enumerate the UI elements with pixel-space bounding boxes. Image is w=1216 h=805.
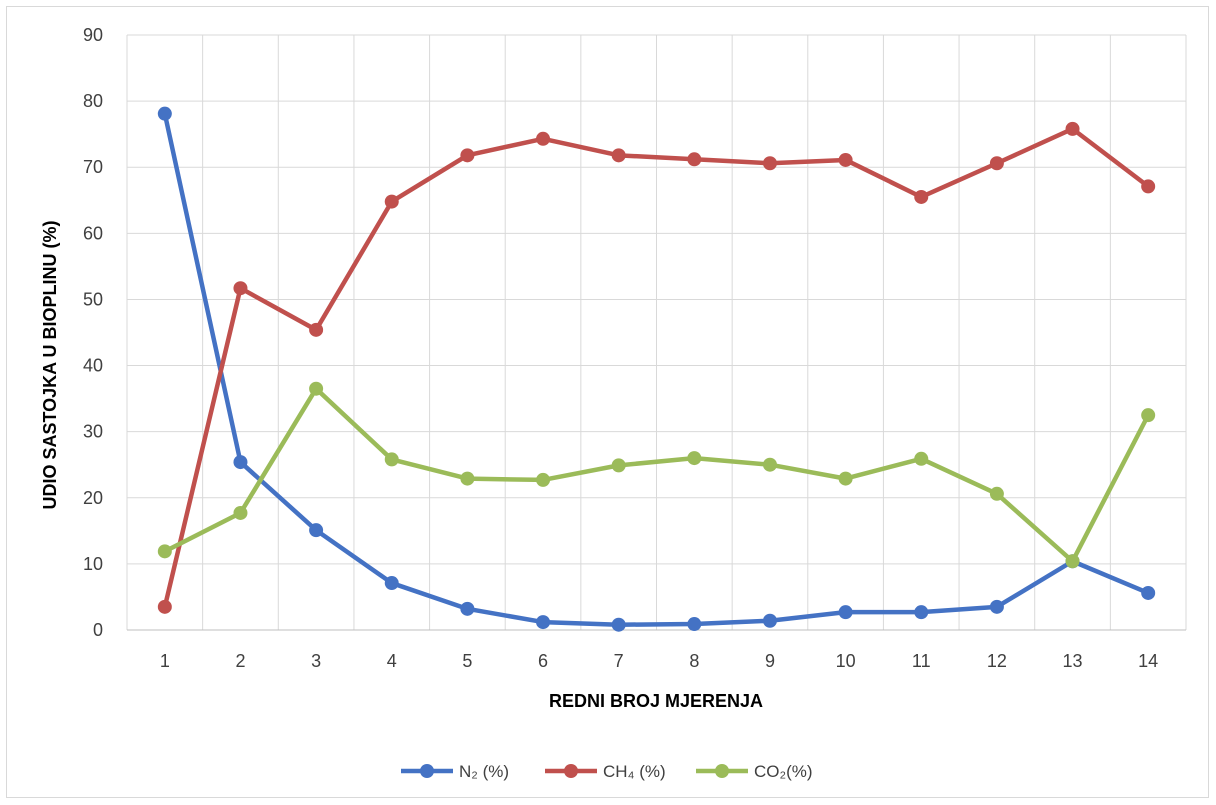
y-tick-label: 80: [83, 91, 103, 111]
y-axis-ticks: 0 10 20 30 40 50 60 70 80 90: [83, 25, 103, 640]
legend-swatch-marker: [564, 764, 578, 778]
series-0: [157, 106, 1156, 632]
x-tick-label: 6: [538, 651, 548, 671]
x-tick-label: 12: [987, 651, 1007, 671]
legend-item: CH₄ (%): [545, 762, 666, 781]
x-tick-label: 11: [912, 651, 931, 671]
data-point: [838, 605, 853, 620]
series-1: [157, 121, 1156, 614]
data-point: [838, 152, 853, 167]
data-point: [157, 599, 172, 614]
data-point: [762, 613, 777, 628]
data-point: [309, 381, 324, 396]
data-point: [157, 544, 172, 559]
data-point: [384, 576, 399, 591]
data-point: [460, 601, 475, 616]
data-point: [536, 472, 551, 487]
data-point: [1141, 585, 1156, 600]
x-axis-ticks: 1 2 3 4 5 6 7 8 9 10 11 12 13 14: [160, 651, 1158, 671]
data-point: [233, 505, 248, 520]
data-point: [914, 451, 929, 466]
data-point: [1141, 179, 1156, 194]
series-line: [162, 126, 1151, 610]
data-point: [1141, 408, 1156, 423]
y-tick-label: 40: [83, 356, 103, 376]
data-point: [1065, 554, 1080, 569]
data-point: [838, 471, 853, 486]
legend-label: CO₂(%): [754, 762, 813, 781]
x-tick-label: 7: [614, 651, 624, 671]
data-point: [989, 599, 1004, 614]
y-axis-label: UDIO SASTOJKA U BIOPLINU (%): [40, 220, 60, 509]
legend-item: CO₂(%): [696, 762, 813, 781]
y-tick-label: 30: [83, 422, 103, 442]
data-point: [611, 458, 626, 473]
x-tick-label: 14: [1138, 651, 1158, 671]
legend-swatch-marker: [420, 764, 434, 778]
data-point: [611, 617, 626, 632]
data-point: [687, 152, 702, 167]
data-point: [460, 471, 475, 486]
data-point: [989, 156, 1004, 171]
data-point: [762, 457, 777, 472]
grid-lines: [126, 34, 1187, 631]
x-tick-label: 13: [1063, 651, 1083, 671]
data-point: [687, 451, 702, 466]
data-point: [233, 455, 248, 470]
data-point: [762, 156, 777, 171]
series-layer: [157, 106, 1156, 632]
y-tick-label: 90: [83, 25, 103, 45]
data-point: [309, 523, 324, 538]
data-point: [687, 617, 702, 632]
data-point: [384, 194, 399, 209]
data-point: [384, 452, 399, 467]
data-point: [1065, 121, 1080, 136]
data-point: [914, 189, 929, 204]
legend-swatch-marker: [715, 764, 729, 778]
data-point: [914, 605, 929, 620]
y-tick-label: 50: [83, 289, 103, 309]
x-tick-label: 5: [462, 651, 472, 671]
legend-label: CH₄ (%): [603, 762, 666, 781]
chart-frame: [6, 6, 1209, 798]
y-tick-label: 20: [83, 488, 103, 508]
data-point: [536, 615, 551, 630]
legend-label: N₂ (%): [459, 762, 509, 781]
x-tick-label: 8: [689, 651, 699, 671]
data-point: [309, 322, 324, 337]
data-point: [989, 486, 1004, 501]
x-tick-label: 2: [235, 651, 245, 671]
y-tick-label: 70: [83, 157, 103, 177]
legend: N₂ (%) CH₄ (%) CO₂(%): [401, 762, 813, 781]
data-point: [460, 148, 475, 163]
legend-item: N₂ (%): [401, 762, 509, 781]
x-tick-label: 1: [160, 651, 170, 671]
x-tick-label: 10: [836, 651, 856, 671]
x-axis-label: REDNI BROJ MJERENJA: [549, 691, 763, 711]
data-point: [157, 106, 172, 121]
series-line: [162, 386, 1151, 564]
x-tick-label: 9: [765, 651, 775, 671]
data-point: [233, 281, 248, 296]
y-tick-label: 0: [93, 620, 103, 640]
data-point: [536, 131, 551, 146]
y-tick-label: 60: [83, 223, 103, 243]
series-2: [157, 381, 1156, 569]
series-line: [162, 111, 1151, 627]
data-point: [611, 148, 626, 163]
x-tick-label: 3: [311, 651, 321, 671]
y-tick-label: 10: [83, 554, 103, 574]
x-tick-label: 4: [387, 651, 397, 671]
